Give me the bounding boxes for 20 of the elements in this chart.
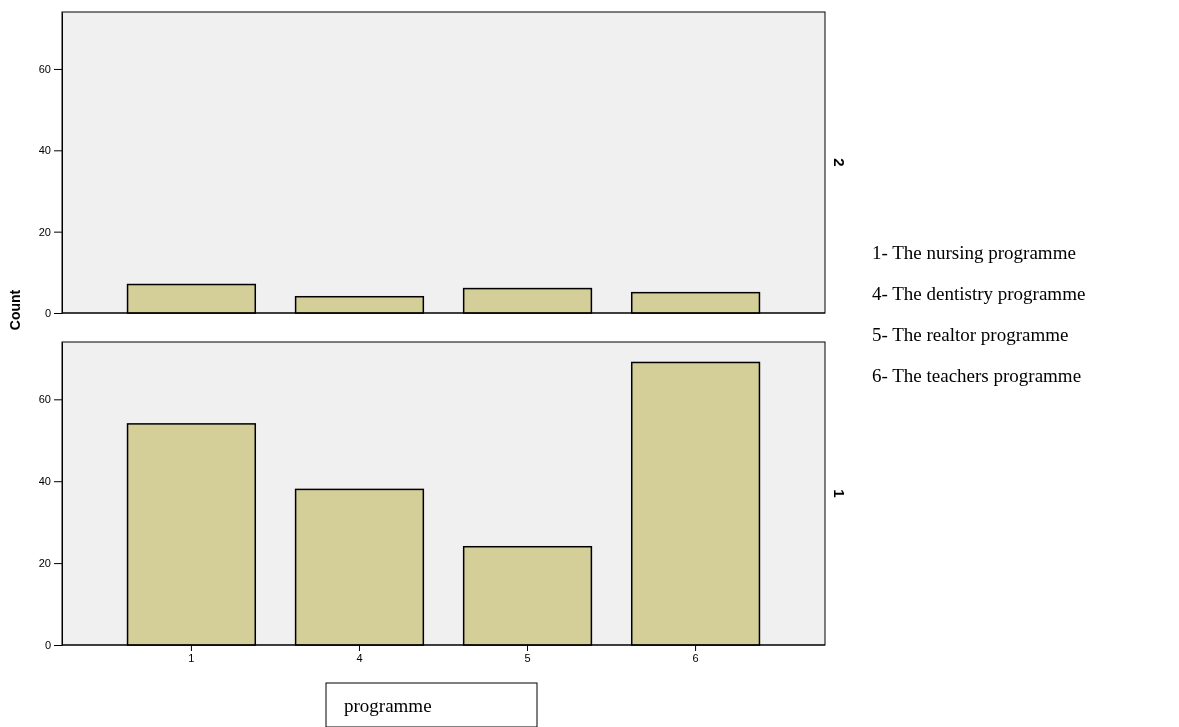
y-axis-title: Count (7, 289, 23, 331)
x-tick-label: 4 (356, 651, 363, 664)
text: 5- The realtor programme (872, 324, 1069, 345)
x-tick-label: 5 (524, 651, 531, 664)
text: 2 (831, 158, 848, 167)
y-tick-label: 60 (38, 62, 51, 75)
y-tick-label: 20 (38, 557, 51, 570)
y-tick-label: 40 (38, 475, 51, 488)
y-tick-label: 60 (38, 393, 51, 406)
y-tick-label: 20 (38, 225, 51, 238)
text: 1- The nursing programme (872, 242, 1076, 263)
text: 6- The teachers programme (872, 365, 1082, 386)
y-tick-label: 0 (44, 307, 51, 320)
x-tick-label: 1 (188, 651, 195, 664)
x-axis-title: programme (344, 695, 432, 716)
text: 4- The dentistry programme (872, 283, 1086, 304)
x-tick-label: 6 (692, 651, 699, 664)
y-tick-label: 0 (44, 639, 51, 652)
y-tick-label: 40 (38, 144, 51, 157)
text: 1 (831, 489, 848, 498)
